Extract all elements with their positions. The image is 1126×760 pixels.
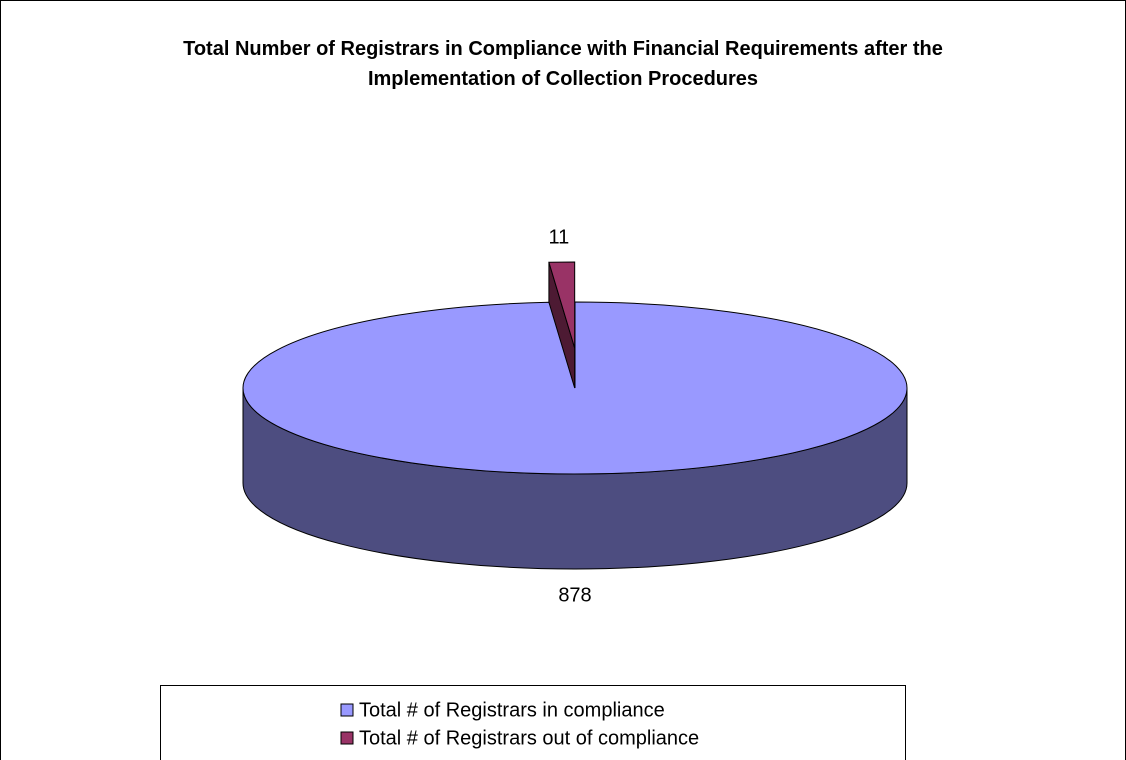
legend-label: Total # of Registrars in compliance — [359, 699, 665, 721]
legend-box — [160, 685, 906, 760]
legend-label: Total # of Registrars out of compliance — [359, 727, 699, 749]
chart-title: Total Number of Registrars in Compliance… — [183, 38, 943, 90]
data-label: 878 — [558, 584, 591, 606]
pie-slice — [548, 261, 576, 349]
legend-swatch — [340, 731, 354, 745]
legend-swatch — [340, 703, 354, 717]
data-label: 11 — [549, 227, 570, 249]
